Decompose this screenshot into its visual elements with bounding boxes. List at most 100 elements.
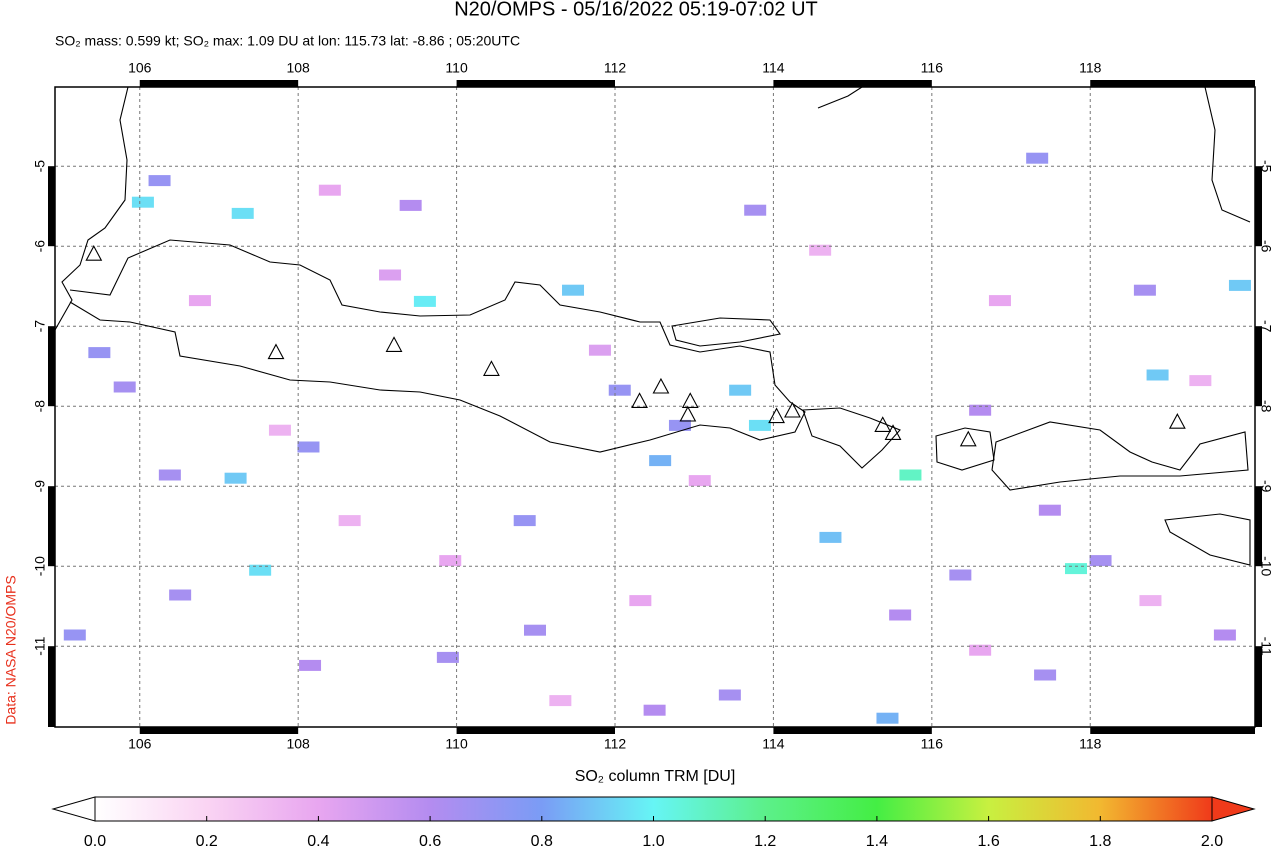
colorbar-tick-label: 2.0 <box>1201 833 1223 850</box>
so2-pixel <box>688 475 711 487</box>
volcano <box>768 407 786 424</box>
colorbar-tick-label: 1.8 <box>1089 833 1111 850</box>
colorbar-tick-label: 0.0 <box>84 833 106 850</box>
so2-pixel <box>297 441 320 453</box>
y-tick-label: -7 <box>32 320 48 333</box>
so2-pixel <box>63 629 86 641</box>
x-tick-label: 118 <box>1079 736 1102 752</box>
so2-pixel <box>439 555 462 567</box>
so2-pixel <box>299 659 322 671</box>
so2-pixel <box>899 469 922 481</box>
x-tick-label: 110 <box>445 60 468 76</box>
so2-pixel <box>668 419 691 431</box>
so2-pixel <box>249 564 272 576</box>
so2-pixels <box>63 152 1251 724</box>
so2-pixel <box>949 569 972 581</box>
grid <box>55 87 1255 727</box>
x-tick-label: 106 <box>128 60 152 76</box>
so2-pixel <box>588 344 611 356</box>
y-tick-label: -7 <box>1258 320 1272 333</box>
y-tick-label: -5 <box>32 160 48 173</box>
credit: Data: NASA N20/OMPS <box>3 575 19 724</box>
x-tick-label: 106 <box>128 736 152 752</box>
y-tick-label: -8 <box>32 400 48 413</box>
colorbar-tick-label: 1.4 <box>866 833 888 850</box>
y-tick-label: -11 <box>32 636 48 655</box>
x-tick-label: 116 <box>921 60 944 76</box>
so2-pixel <box>819 531 842 543</box>
so2-pixel <box>748 419 771 431</box>
volcano <box>1168 413 1186 429</box>
madura <box>671 317 781 347</box>
sumba <box>1164 513 1251 566</box>
so2-pixel <box>1139 595 1162 607</box>
so2-pixel <box>1026 152 1049 164</box>
so2-pixel <box>729 384 752 396</box>
x-tick-label: 108 <box>286 736 310 752</box>
so2-pixel <box>268 424 291 436</box>
so2-pixel <box>629 595 652 607</box>
so2-pixel <box>436 651 459 663</box>
frame-bar <box>139 727 299 734</box>
frame-bar <box>139 80 299 87</box>
so2-pixel <box>224 472 247 484</box>
volcano <box>681 392 699 408</box>
frame-bar <box>1255 646 1262 727</box>
so2-pixel <box>513 515 536 527</box>
volcanoes <box>85 245 1186 447</box>
x-tick-label: 110 <box>445 736 468 752</box>
map-frame <box>54 86 1256 728</box>
x-tick-label: 114 <box>762 736 785 752</box>
colorbar-tick-label: 1.2 <box>754 833 776 850</box>
volcano <box>884 424 902 440</box>
volcano <box>85 245 103 261</box>
so2-pixel <box>148 175 171 187</box>
y-tick-label: -6 <box>1258 240 1272 253</box>
frame-bar <box>1255 166 1262 247</box>
sulawesi <box>1204 87 1251 223</box>
frame-bar <box>1090 727 1255 734</box>
frame-bar <box>1255 486 1262 567</box>
volcano <box>784 401 801 418</box>
so2-pixel <box>809 244 832 256</box>
so2-pixel <box>1064 563 1087 575</box>
so2-pixel <box>169 589 192 601</box>
colorbar-label: SO₂ column TRM [DU] <box>575 768 736 785</box>
so2-pixel <box>1213 629 1236 641</box>
colorbar-tick-label: 0.6 <box>419 833 441 850</box>
volcano <box>385 336 403 352</box>
sumbawa <box>991 421 1249 491</box>
y-tick-label: -5 <box>1258 160 1272 173</box>
so2-pixel <box>969 644 992 656</box>
frame-bars <box>48 80 1262 734</box>
y-tick-label: -9 <box>32 480 48 493</box>
java <box>69 239 806 453</box>
subtitle: SO₂ mass: 0.599 kt; SO₂ max: 1.09 DU at … <box>55 33 520 49</box>
so2-pixel <box>1133 284 1156 296</box>
frame-bar <box>456 80 615 87</box>
so2-pixel <box>1038 504 1061 516</box>
so2-pixel <box>379 269 402 281</box>
so2-pixel <box>318 184 341 196</box>
colorbar-tick-label: 0.4 <box>307 833 329 850</box>
lombok <box>935 427 995 471</box>
so2-pixel <box>744 204 767 216</box>
so2-pixel <box>969 404 992 416</box>
so2-pixel <box>549 695 572 707</box>
y-tick-label: -11 <box>1258 637 1272 656</box>
frame-bar <box>773 727 932 734</box>
chart-title: N20/OMPS - 05/16/2022 05:19-07:02 UT <box>454 0 818 20</box>
so2-pixel <box>413 295 436 307</box>
y-tick-label: -8 <box>1258 400 1272 413</box>
colorbar-tick-label: 1.6 <box>977 833 999 850</box>
colorbar: 0.0 0.2 0.4 0.6 0.8 1.0 1.2 1.4 1.6 1.8 2.0 <box>51 796 1256 850</box>
so2-pixel <box>718 689 741 701</box>
colorbar-under <box>51 796 96 822</box>
volcano <box>483 360 500 376</box>
frame-bar <box>456 727 615 734</box>
y-tick-label: -10 <box>1258 556 1272 576</box>
so2-pixel <box>1228 279 1251 291</box>
so2-pixel <box>131 196 154 208</box>
frame-bar <box>48 166 55 247</box>
